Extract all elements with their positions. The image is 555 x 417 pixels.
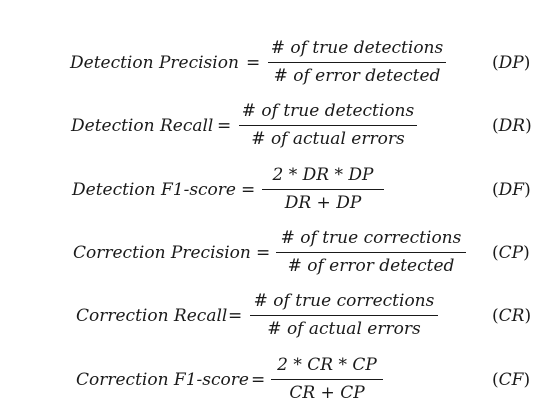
fraction-denominator: # of error detected bbox=[273, 66, 441, 87]
equation-correction-recall: Correction Recall = # of true correction… bbox=[0, 291, 555, 351]
fraction-numerator: 2 * DR * DP bbox=[272, 165, 374, 185]
equation-label: (DR) bbox=[492, 116, 532, 136]
equation-lhs: Correction F1-score bbox=[76, 370, 249, 390]
equation-label: (DF) bbox=[492, 180, 531, 200]
fraction-bar bbox=[262, 189, 384, 191]
fraction-denominator: # of actual errors bbox=[267, 319, 421, 340]
fraction: 2 * CR * CP CR + CP bbox=[271, 357, 383, 402]
fraction-denominator: DR + DP bbox=[284, 193, 362, 214]
fraction-numerator: # of true corrections bbox=[280, 228, 462, 248]
equation-lhs: Detection Recall bbox=[71, 116, 214, 136]
fraction-numerator: # of true detections bbox=[270, 38, 444, 58]
equation-lhs: Detection Precision bbox=[70, 53, 239, 73]
equation-label: (CP) bbox=[492, 243, 530, 263]
fraction-bar bbox=[268, 62, 446, 64]
fraction-denominator: CR + CP bbox=[289, 383, 365, 404]
fraction-numerator: 2 * CR * CP bbox=[277, 355, 377, 375]
equation-correction-precision: Correction Precision = # of true correct… bbox=[0, 228, 555, 288]
fraction: 2 * DR * DP DR + DP bbox=[262, 167, 384, 212]
equation-label: (CR) bbox=[492, 306, 532, 326]
equation-detection-f1: Detection F1-score = 2 * DR * DP DR + DP… bbox=[0, 165, 555, 225]
equation-lhs: Correction Recall bbox=[76, 306, 228, 326]
equals-sign: = bbox=[246, 53, 261, 73]
equation-label: (DP) bbox=[492, 53, 531, 73]
equals-sign: = bbox=[217, 116, 232, 136]
equals-sign: = bbox=[251, 370, 266, 390]
equals-sign: = bbox=[228, 306, 243, 326]
fraction-numerator: # of true detections bbox=[241, 101, 415, 121]
fraction-bar bbox=[239, 125, 417, 127]
fraction-bar bbox=[250, 315, 438, 317]
equation-detection-recall: Detection Recall = # of true detections … bbox=[0, 101, 555, 161]
fraction: # of true detections # of actual errors bbox=[239, 103, 417, 148]
fraction: # of true detections # of error detected bbox=[268, 40, 446, 85]
equation-lhs: Detection F1-score bbox=[72, 180, 236, 200]
equation-label: (CF) bbox=[492, 370, 531, 390]
equation-detection-precision: Detection Precision = # of true detectio… bbox=[0, 38, 555, 98]
equals-sign: = bbox=[241, 180, 256, 200]
fraction-bar bbox=[276, 252, 466, 254]
fraction: # of true corrections # of error detecte… bbox=[276, 230, 466, 275]
fraction-bar bbox=[271, 379, 383, 381]
fraction-denominator: # of error detected bbox=[287, 256, 455, 277]
equation-lhs: Correction Precision bbox=[73, 243, 251, 263]
equation-correction-f1: Correction F1-score = 2 * CR * CP CR + C… bbox=[0, 355, 555, 415]
fraction-numerator: # of true corrections bbox=[253, 291, 435, 311]
equals-sign: = bbox=[256, 243, 271, 263]
fraction-denominator: # of actual errors bbox=[251, 129, 405, 150]
fraction: # of true corrections # of actual errors bbox=[250, 293, 438, 338]
